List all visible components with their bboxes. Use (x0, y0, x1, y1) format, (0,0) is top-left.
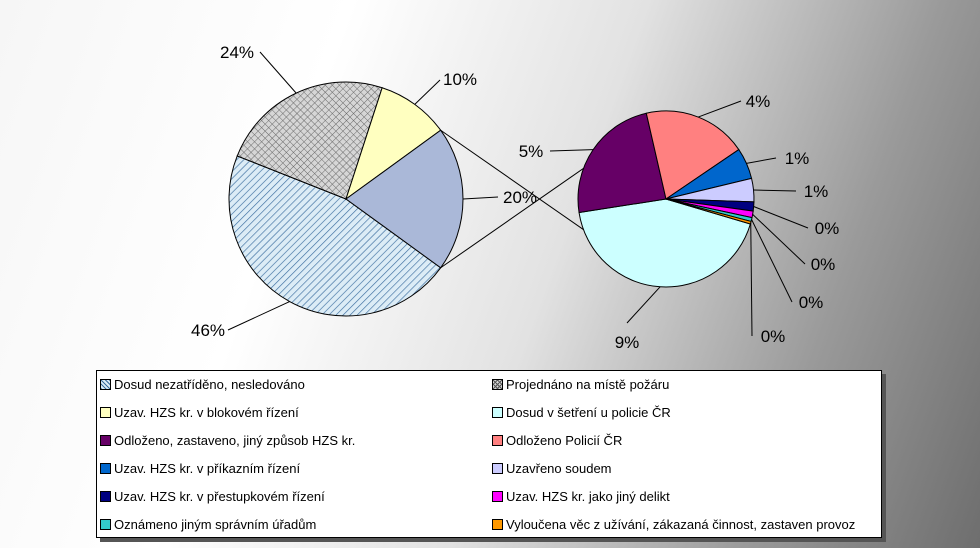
legend-swatch (492, 491, 503, 503)
legend-item: Dosud v šetření u policie ČR (492, 404, 671, 422)
label-leader-lines (227, 51, 809, 337)
main-slice-uzav-hzs-kr-v-blokovem-rizeni (345, 87, 442, 201)
secondary-data-label: 9% (615, 333, 640, 352)
legend-label: Uzav. HZS kr. v přestupkovém řízení (114, 489, 325, 504)
secondary-leader-line (752, 214, 806, 265)
legend-item: Projednáno na místě požáru (492, 376, 669, 394)
secondary-pie (577, 110, 755, 288)
main-leader-line (414, 79, 441, 105)
secondary-data-label: 1% (785, 149, 810, 168)
main-data-label: 20% (503, 188, 537, 207)
legend-item: Uzav. HZS kr. v příkazním řízení (100, 460, 300, 478)
secondary-leader-line (751, 219, 793, 303)
main-leader-line (259, 51, 297, 94)
legend-label: Dosud v šetření u policie ČR (506, 405, 671, 420)
main-data-label: 24% (220, 43, 254, 62)
main-data-label: 46% (191, 321, 225, 340)
legend-swatch (100, 519, 111, 531)
legend-swatch (100, 435, 111, 447)
legend-swatch (492, 435, 503, 447)
legend-item: Vyloučena věc z užívání, zákazaná činnos… (492, 516, 855, 534)
legend-label: Oznámeno jiným správním úřadům (114, 517, 317, 532)
legend-swatch (100, 407, 111, 419)
secondary-leader-line (549, 149, 594, 152)
main-pie (228, 81, 464, 317)
legend-label: Vyloučena věc z užívání, zákazaná činnos… (506, 517, 856, 532)
secondary-leader-line (753, 189, 797, 192)
secondary-leader-line (753, 206, 809, 229)
pie-of-pie-chart: 46% 24% 10% 20% 9% 5% 4% 1% 1% 0% 0% 0% 0% (191, 43, 839, 352)
legend-label: Projednáno na místě požáru (506, 377, 670, 392)
secondary-data-label: 1% (804, 182, 829, 201)
main-slice-ostatni (345, 129, 464, 269)
secondary-data-label: 0% (811, 255, 836, 274)
legend-swatch (492, 379, 503, 391)
legend-swatch (100, 379, 111, 391)
legend-item: Uzav. HZS kr. jako jiný delikt (492, 488, 670, 506)
legend-item: Oznámeno jiným správním úřadům (100, 516, 316, 534)
legend-label: Odloženo, zastaveno, jiný způsob HZS kr. (114, 433, 356, 448)
secondary-data-label: 0% (761, 327, 786, 346)
legend: Dosud nezatříděno, nesledováno Projednáno… (96, 370, 882, 538)
secondary-data-label: 0% (799, 293, 824, 312)
main-leader-line (227, 301, 290, 331)
secondary-leader-line (746, 157, 777, 164)
secondary-data-label: 5% (519, 142, 544, 161)
main-data-label: 10% (443, 70, 477, 89)
secondary-slice-dosud-v-setreni-u-policie-cr (578, 198, 751, 288)
secondary-slice-odlozeno-zastaveno-jiny-zpusob-hzs-kr (577, 112, 667, 214)
legend-swatch (492, 463, 503, 475)
legend-swatch (100, 491, 111, 503)
legend-swatch (100, 463, 111, 475)
secondary-data-label: 4% (746, 92, 771, 111)
main-leader-line (462, 196, 499, 200)
legend-item: Uzav. HZS kr. v blokovém řízení (100, 404, 299, 422)
legend-label: Dosud nezatříděno, nesledováno (114, 377, 305, 392)
legend-item: Dosud nezatříděno, nesledováno (100, 376, 305, 394)
legend-label: Uzav. HZS kr. jako jiný delikt (506, 489, 670, 504)
legend-label: Uzav. HZS kr. v příkazním řízení (114, 461, 301, 476)
data-labels: 46% 24% 10% 20% 9% 5% 4% 1% 1% 0% 0% 0% 0% (191, 43, 839, 352)
secondary-leader-line (697, 100, 742, 118)
secondary-data-label: 0% (815, 219, 840, 238)
secondary-leader-line (750, 222, 753, 337)
legend-item: Odloženo Policií ČR (492, 432, 622, 450)
legend-label: Uzavřeno soudem (506, 461, 612, 476)
legend-label: Uzav. HZS kr. v blokovém řízení (114, 405, 299, 420)
legend-swatch (492, 407, 503, 419)
legend-swatch (492, 519, 503, 531)
legend-label: Odloženo Policií ČR (506, 433, 623, 448)
legend-item: Uzav. HZS kr. v přestupkovém řízení (100, 488, 325, 506)
secondary-leader-line (626, 286, 661, 324)
legend-item: Odloženo, zastaveno, jiný způsob HZS kr. (100, 432, 355, 450)
legend-item: Uzavřeno soudem (492, 460, 612, 478)
